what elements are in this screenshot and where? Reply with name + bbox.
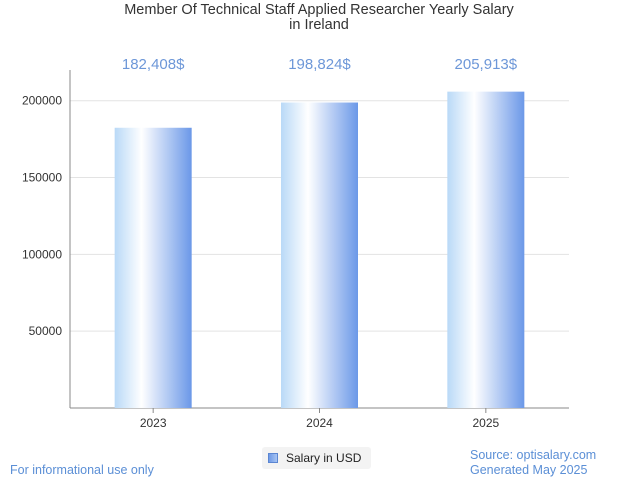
- bar-2024: [281, 102, 358, 409]
- bar-2023: [114, 127, 192, 409]
- legend[interactable]: Salary in USD: [262, 447, 372, 469]
- x-tick-label-2023: 2023: [140, 416, 167, 430]
- y-tick-label-150000: 150000: [22, 171, 62, 185]
- x-tick-label-2024: 2024: [306, 416, 333, 430]
- value-label-2025: 205,913$: [455, 56, 518, 73]
- legend-swatch: [268, 453, 278, 463]
- value-label-2024: 198,824$: [288, 56, 351, 73]
- chart-title: Member Of Technical Staff Applied Resear…: [0, 3, 638, 33]
- x-tick-label-2025: 2025: [472, 416, 499, 430]
- y-tick-label-200000: 200000: [22, 94, 62, 108]
- source-link[interactable]: Source: optisalary.com: [470, 448, 597, 462]
- legend-label: Salary in USD: [286, 451, 362, 465]
- y-tick-label-100000: 100000: [22, 247, 62, 261]
- y-tick-label-50000: 50000: [29, 324, 63, 338]
- generated-date: Generated May 2025: [470, 463, 588, 477]
- source-block: Source: optisalary.com Generated May 202…: [470, 448, 596, 478]
- chart-title-line-2: in Ireland: [289, 17, 349, 33]
- bar-2025: [447, 91, 525, 408]
- value-label-2023: 182,408$: [122, 56, 185, 73]
- chart-title-line-1: Member Of Technical Staff Applied Resear…: [124, 2, 514, 18]
- disclaimer-text: For informational use only: [10, 463, 154, 477]
